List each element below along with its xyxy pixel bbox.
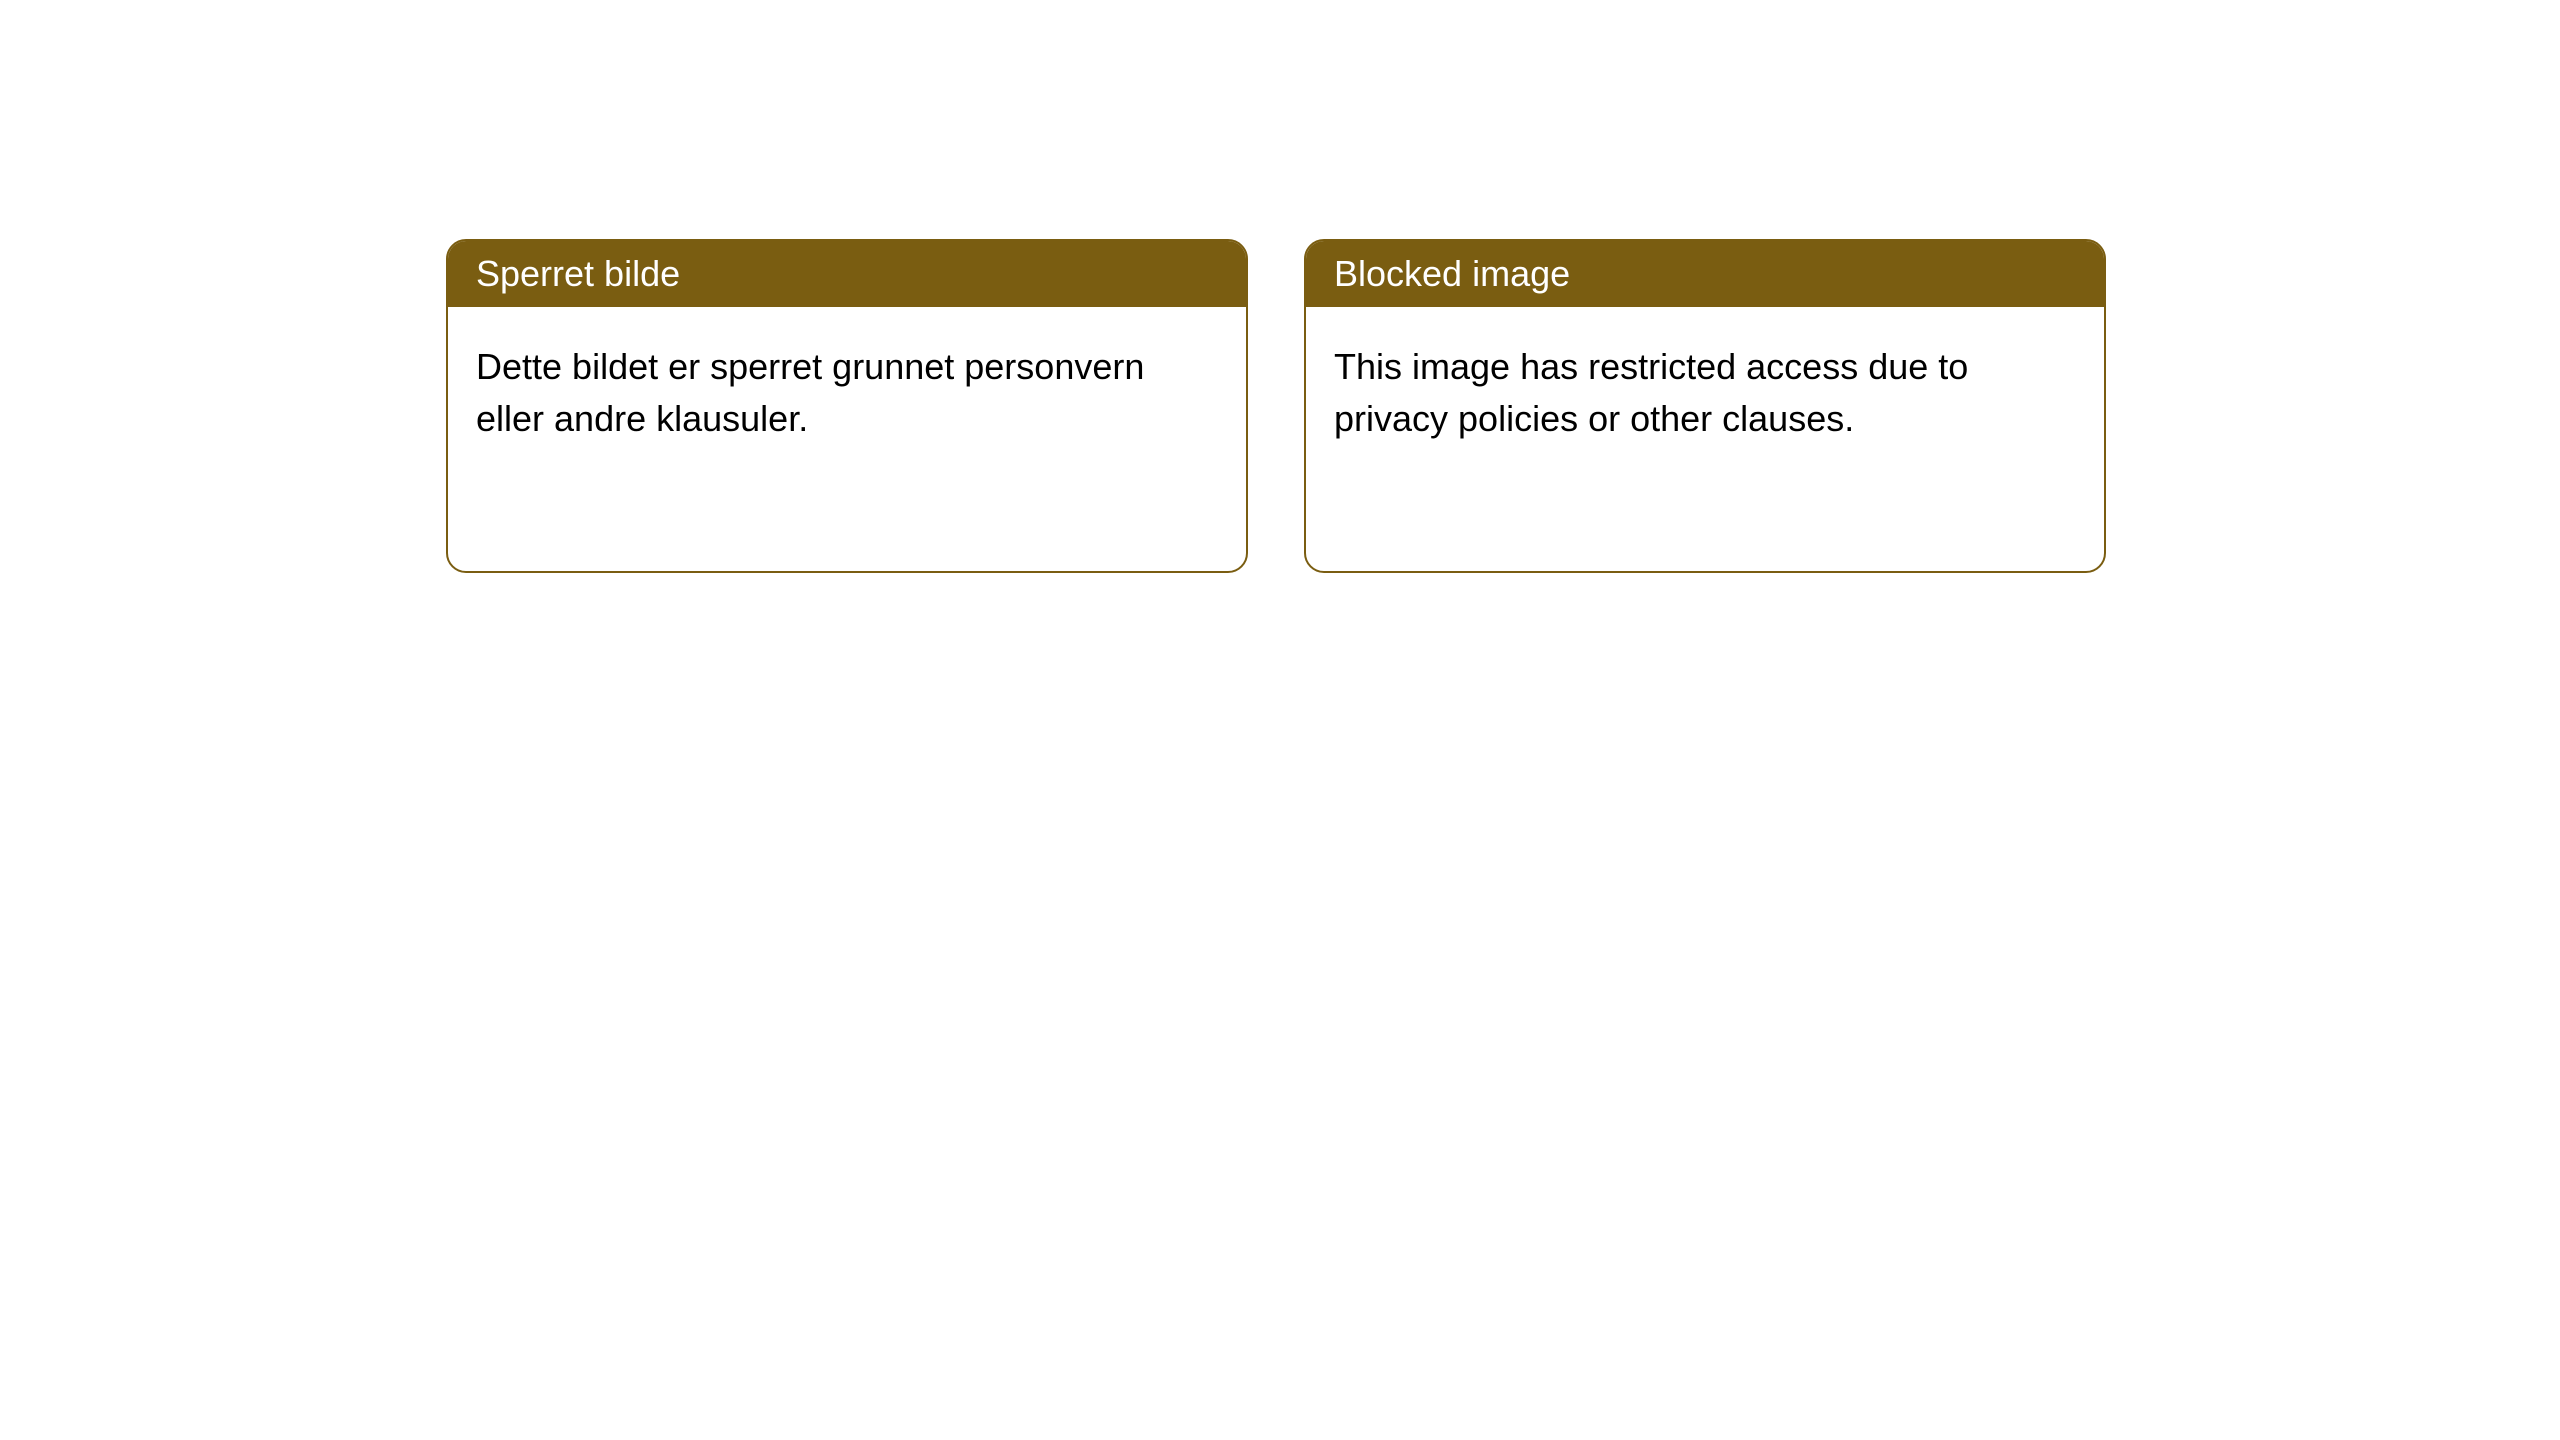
blocked-image-notice-en: Blocked image This image has restricted … — [1304, 239, 2106, 573]
notice-body-en: This image has restricted access due to … — [1306, 307, 2104, 479]
notice-title-en: Blocked image — [1306, 241, 2104, 307]
notice-body-no: Dette bildet er sperret grunnet personve… — [448, 307, 1246, 479]
notice-container: Sperret bilde Dette bildet er sperret gr… — [446, 239, 2106, 573]
notice-title-no: Sperret bilde — [448, 241, 1246, 307]
blocked-image-notice-no: Sperret bilde Dette bildet er sperret gr… — [446, 239, 1248, 573]
